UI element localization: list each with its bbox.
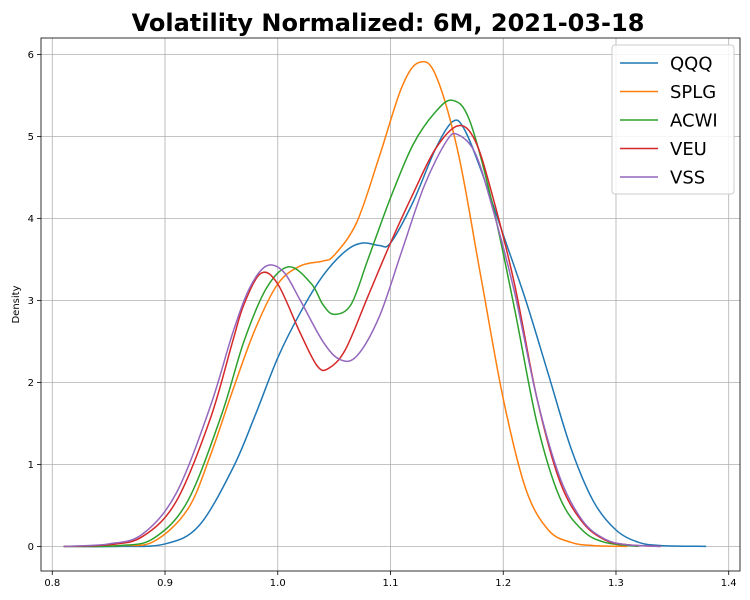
series-layer — [63, 60, 707, 548]
legend-label-qqq: QQQ — [670, 54, 713, 75]
x-tick-label: 1.3 — [608, 578, 624, 589]
y-tick-label: 3 — [28, 296, 34, 307]
legend-label-veu: VEU — [670, 139, 707, 160]
x-tick-label: 0.8 — [44, 578, 60, 589]
legend-label-splg: SPLG — [670, 82, 716, 103]
y-tick-label: 5 — [28, 132, 34, 143]
x-tick-label: 0.9 — [157, 578, 173, 589]
y-tick-label: 1 — [28, 460, 34, 471]
legend-box — [611, 44, 735, 195]
y-tick-label: 0 — [28, 542, 34, 553]
series-line-vss — [63, 132, 662, 548]
y-tick-label: 6 — [28, 50, 34, 61]
legend-label-vss: VSS — [670, 168, 705, 189]
series-line-qqq — [63, 119, 707, 548]
x-tick-label: 1.4 — [721, 578, 737, 589]
y-axis-label: Density — [11, 285, 22, 323]
y-tick-label: 2 — [28, 378, 34, 389]
series-line-veu — [63, 124, 662, 548]
series-line-acwi — [63, 99, 639, 548]
y-tick-label: 4 — [28, 214, 34, 225]
legend-label-acwi: ACWI — [670, 111, 718, 132]
ticks: 0.8 0.9 1.0 1.1 1.2 1.3 1.4 0 1 2 3 4 5 6 — [28, 50, 737, 589]
legend: QQQ SPLG ACWI VEU VSS — [611, 44, 735, 195]
chart-title: Volatility Normalized: 6M, 2021-03-18 — [132, 9, 645, 37]
x-tick-label: 1.1 — [383, 578, 399, 589]
x-tick-label: 1.2 — [495, 578, 511, 589]
series-line-splg — [63, 60, 628, 548]
x-tick-label: 1.0 — [270, 578, 286, 589]
